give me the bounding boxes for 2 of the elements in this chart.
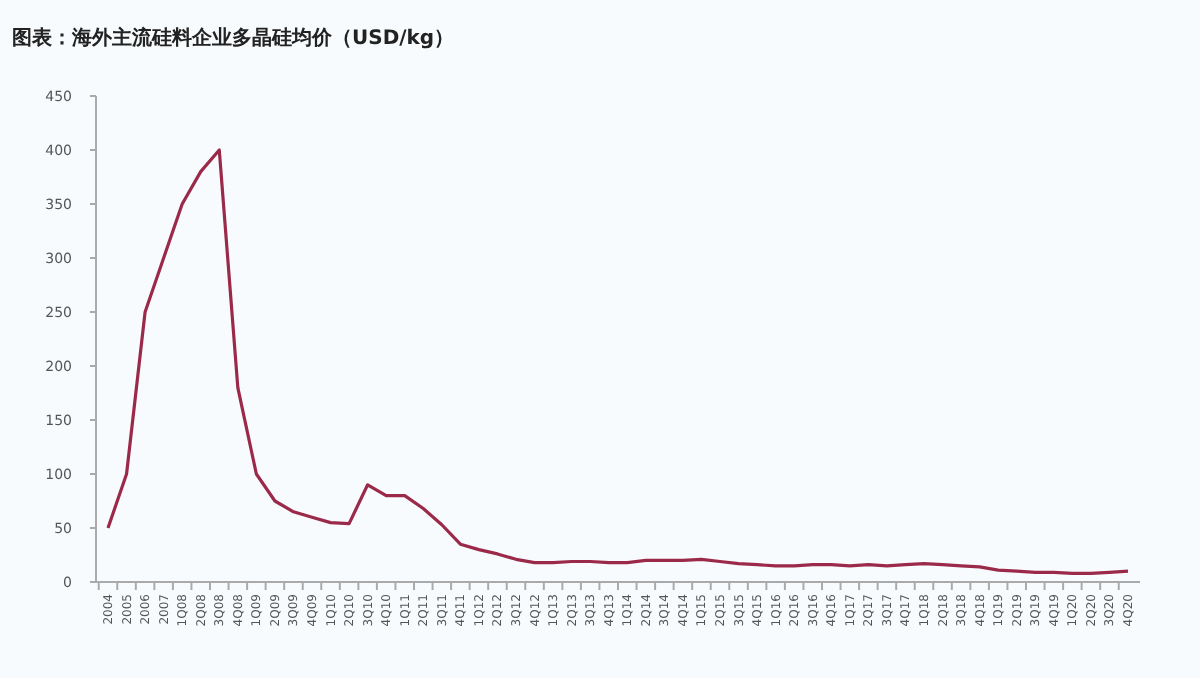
chart-title: 图表：海外主流硅料企业多晶硅均价（USD/kg） [12,26,455,50]
line-series [106,148,1130,575]
